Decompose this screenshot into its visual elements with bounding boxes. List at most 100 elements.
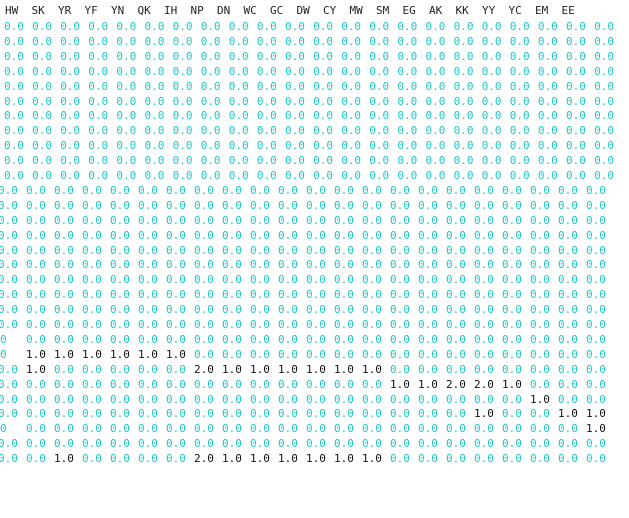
matrix-cell: 0.0: [110, 407, 130, 421]
matrix-cell: 0.0: [306, 228, 326, 242]
matrix-cell: 0.0: [166, 258, 186, 272]
matrix-cell: 0.0: [418, 318, 438, 331]
matrix-cell: 0.0: [144, 169, 165, 182]
matrix-cell: 0.0: [278, 198, 298, 212]
matrix-cell: 0.0: [32, 64, 52, 78]
matrix-cell: 0.0: [425, 169, 446, 182]
matrix-cell: 0.0: [172, 139, 193, 153]
matrix-cell: 0.0: [586, 258, 606, 272]
matrix-cell: 0.0: [26, 288, 46, 302]
matrix-cell: 0.0: [60, 64, 81, 78]
matrix-cell: 0.0: [306, 332, 326, 346]
matrix-cell: 0.0: [530, 318, 550, 331]
matrix-cell: 0.0: [502, 422, 522, 436]
matrix-cell: 0.0: [166, 377, 186, 391]
column-header: YC: [508, 4, 522, 17]
matrix-cell: 0.0: [138, 198, 158, 212]
matrix-cell: 0.0: [530, 243, 550, 257]
matrix-cell: 0.0: [200, 49, 221, 63]
matrix-cell: 0.0: [566, 94, 586, 108]
matrix-cell: 0: [0, 347, 7, 361]
matrix-cell: 0.0: [228, 79, 249, 93]
matrix-cell: 0.0: [0, 392, 18, 406]
matrix-cell: 0.0: [397, 34, 418, 48]
matrix-cell: 0.0: [530, 213, 550, 227]
matrix-cell: 0.0: [32, 79, 52, 93]
matrix-cell: 0.0: [446, 347, 466, 361]
matrix-cell: 0.0: [558, 213, 578, 227]
matrix-cell: 0.0: [306, 303, 326, 317]
matrix-cell: 0.0: [446, 362, 466, 376]
matrix-cell: 0.0: [166, 318, 186, 331]
matrix-cell: 0.0: [390, 422, 410, 436]
matrix-cell: 0.0: [194, 228, 214, 242]
matrix-cell: 0.0: [558, 422, 578, 436]
matrix-cell: 0.0: [26, 318, 46, 331]
matrix-cell: 0.0: [474, 452, 494, 466]
matrix-cell: 0.0: [222, 407, 242, 421]
matrix-cell: 0.0: [334, 213, 354, 227]
matrix-cell: 0.0: [110, 377, 130, 391]
matrix-cell: 0.0: [194, 318, 214, 331]
matrix-cell: 0.0: [306, 183, 326, 197]
matrix-cell: 0.0: [446, 303, 466, 317]
matrix-cell: 0.0: [446, 213, 466, 227]
matrix-cell: 0.0: [481, 169, 502, 182]
matrix-cell: 0.0: [418, 437, 438, 451]
matrix-cell: 0.0: [418, 392, 438, 406]
matrix-cell: 1.0: [278, 452, 298, 466]
matrix-cell: 0.0: [446, 332, 466, 346]
matrix-cell: 0.0: [32, 154, 52, 168]
matrix-cell: 0.0: [586, 452, 606, 466]
matrix-cell: 0.0: [558, 437, 578, 451]
matrix-cell: 0.0: [110, 452, 130, 466]
matrix-cell: 0.0: [446, 437, 466, 451]
matrix-cell: 0.0: [88, 94, 109, 108]
matrix-cell: 0.0: [530, 332, 550, 346]
matrix-cell: 0.0: [172, 20, 193, 33]
matrix-cell: 0.0: [334, 198, 354, 212]
matrix-cell: 0.0: [172, 64, 193, 78]
matrix-cell: 0.0: [558, 452, 578, 466]
matrix-cell: 0.0: [418, 347, 438, 361]
matrix-cell: 0.0: [502, 318, 522, 331]
matrix-cell: 0.0: [32, 34, 52, 48]
matrix-cell: 0.0: [228, 154, 249, 168]
matrix-cell: 0.0: [144, 64, 165, 78]
matrix-cell: 0.0: [369, 64, 390, 78]
matrix-cell: 1.0: [334, 452, 354, 466]
matrix-cell: 0: [0, 422, 7, 436]
matrix-cell: 0.0: [138, 362, 158, 376]
matrix-cell: 0.0: [558, 362, 578, 376]
matrix-cell: 0.0: [278, 243, 298, 257]
matrix-cell: 0.0: [256, 139, 277, 153]
matrix-cell: 0.0: [200, 34, 221, 48]
matrix-cell: 0.0: [250, 273, 270, 287]
matrix-cell: 0.0: [530, 377, 550, 391]
matrix-cell: 0.0: [172, 79, 193, 93]
column-header: YF: [84, 4, 98, 17]
matrix-cell: 0.0: [334, 243, 354, 257]
matrix-cell: 0.0: [586, 228, 606, 242]
matrix-cell: 0.0: [558, 273, 578, 287]
matrix-cell: 0.0: [530, 288, 550, 302]
matrix-cell: 0.0: [594, 124, 614, 138]
matrix-cell: 0.0: [369, 124, 390, 138]
matrix-cell: 1.0: [222, 452, 242, 466]
matrix-cell: 0.0: [54, 303, 74, 317]
matrix-cell: 0.0: [222, 288, 242, 302]
matrix-cell: 0.0: [228, 139, 249, 153]
matrix-cell: 0.0: [306, 437, 326, 451]
matrix-cell: 0.0: [369, 154, 390, 168]
matrix-cell: 0.0: [502, 258, 522, 272]
matrix-cell: 0.0: [138, 437, 158, 451]
matrix-cell: 0.0: [369, 79, 390, 93]
matrix-cell: 0.0: [228, 169, 249, 182]
matrix-cell: 0.0: [256, 124, 277, 138]
matrix-cell: 0.0: [362, 347, 382, 361]
matrix-cell: 0.0: [60, 154, 81, 168]
matrix-cell: 0.0: [110, 332, 130, 346]
matrix-cell: 1.0: [82, 347, 102, 361]
matrix-cell: 0.0: [54, 437, 74, 451]
